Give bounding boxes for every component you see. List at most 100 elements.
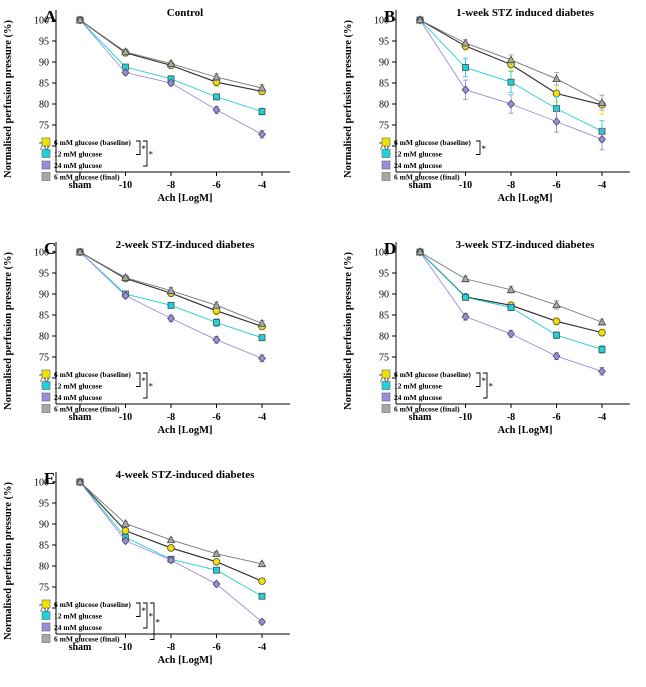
data-point (166, 59, 176, 67)
chart-title: 1-week STZ induced diabetes (456, 7, 595, 19)
x-tick-label: -10 (459, 412, 472, 423)
legend-label: 24 mM glucose (394, 393, 443, 402)
y-axis-label: Normalised perfusion pressure (%) (343, 20, 354, 178)
legend: 6 mM glucose (baseline) 12 mM glucose 24 m… (41, 369, 131, 414)
legend-swatch (381, 404, 391, 413)
x-tick-label: -6 (552, 412, 560, 423)
data-point (257, 559, 267, 568)
y-tick-label: 95 (39, 499, 49, 510)
x-axis-label: Ach [LogM] (497, 193, 552, 204)
chart-panel-D: D 3-week STZ-induced diabetes 70 75 80 85 90 95… (343, 239, 630, 436)
y-tick-label: 80 (39, 332, 49, 343)
y-tick-label: 85 (379, 79, 389, 90)
y-axis-label: Normalised perfusion pressure (%) (3, 482, 14, 640)
x-tick-label: -8 (507, 180, 515, 191)
y-axis-label: Normalised perfusion pressure (%) (3, 20, 14, 178)
y-tick-label: 80 (39, 562, 49, 573)
y-axis-label: Normalised perfusion pressure (%) (3, 252, 14, 410)
y-tick-label: 100 (374, 248, 389, 259)
data-point (552, 317, 561, 326)
x-axis-label: Ach [LogM] (157, 425, 212, 436)
data-point (415, 247, 425, 256)
y-tick-label: 85 (39, 311, 49, 322)
x-tick-label: -6 (552, 180, 560, 191)
data-point (213, 319, 220, 326)
data-point (212, 558, 221, 566)
legend-label: 24 mM glucose (54, 623, 103, 632)
data-point (258, 592, 266, 600)
legend-label: 24 mM glucose (54, 393, 103, 402)
y-tick-label: 75 (379, 121, 389, 132)
data-point (507, 329, 515, 339)
data-point (552, 351, 561, 361)
panel-letter: E (44, 469, 55, 488)
data-point (212, 549, 221, 558)
legend-label: 6 mM glucose (baseline) (394, 370, 471, 379)
x-tick-label: -10 (119, 412, 132, 423)
significance-bracket (150, 602, 155, 640)
legend-swatch (41, 622, 51, 632)
significance-marker: * (489, 382, 494, 392)
x-tick-label: -8 (507, 412, 515, 423)
chart-title: 3-week STZ-induced diabetes (456, 239, 595, 251)
data-point (552, 117, 561, 127)
significance-bracket (136, 140, 141, 155)
significance-bracket (476, 140, 481, 155)
y-tick-label: 80 (379, 100, 389, 111)
data-point (506, 55, 516, 64)
legend-swatch (41, 392, 51, 402)
x-tick-label: -10 (119, 642, 132, 653)
legend-label: 6 mM glucose (baseline) (54, 600, 131, 609)
chart-panel-E: E 4-week STZ-induced diabetes 70 75 80 85 90 95… (3, 469, 290, 666)
data-point (167, 301, 175, 309)
chart-title: Control (167, 7, 203, 19)
data-point (461, 274, 470, 283)
x-tick-label: -10 (459, 180, 472, 191)
data-point (506, 285, 516, 293)
significance-bracket (136, 602, 141, 617)
legend-swatch (381, 381, 391, 390)
x-tick-label: -6 (212, 642, 220, 653)
x-tick-label: -4 (258, 412, 266, 423)
y-tick-label: 75 (39, 353, 49, 364)
panel-letter: B (384, 7, 395, 26)
legend: 6 mM glucose (baseline) 12 mM glucose 24 m… (381, 369, 471, 414)
series-triangle (415, 247, 607, 326)
legend-swatch (41, 149, 51, 158)
data-point (462, 64, 469, 71)
series-triangle (75, 477, 267, 568)
data-point (166, 535, 176, 544)
x-axis-label: Ach [LogM] (157, 193, 212, 204)
data-point (552, 300, 561, 309)
y-tick-label: 100 (34, 248, 49, 259)
data-point (213, 93, 220, 101)
legend-label: 24 mM glucose (394, 161, 443, 170)
series-diamond (76, 477, 266, 627)
y-tick-label: 85 (379, 311, 389, 322)
y-tick-label: 75 (39, 583, 49, 594)
legend-swatch (381, 149, 391, 158)
y-tick-label: 75 (379, 353, 389, 364)
legend-swatch (381, 137, 391, 147)
data-point (507, 304, 515, 311)
y-tick-label: 70 (39, 374, 49, 385)
x-tick-label: -10 (119, 180, 132, 191)
data-point (75, 15, 85, 24)
y-tick-label: 90 (379, 58, 389, 69)
x-axis-label: Ach [LogM] (157, 655, 212, 666)
legend-swatch (41, 137, 51, 147)
data-point (121, 526, 130, 535)
significance-marker: * (142, 376, 147, 386)
data-point (212, 105, 221, 115)
data-point (598, 328, 606, 337)
legend-swatch (381, 369, 391, 379)
data-point (461, 38, 470, 47)
legend-label: 24 mM glucose (54, 161, 103, 170)
x-tick-label: -8 (167, 180, 175, 191)
significance-marker: * (142, 144, 147, 154)
x-axis-label: Ach [LogM] (497, 425, 552, 436)
legend-label: 12 mM glucose (394, 150, 443, 159)
data-point (258, 353, 266, 363)
data-point (258, 577, 266, 585)
